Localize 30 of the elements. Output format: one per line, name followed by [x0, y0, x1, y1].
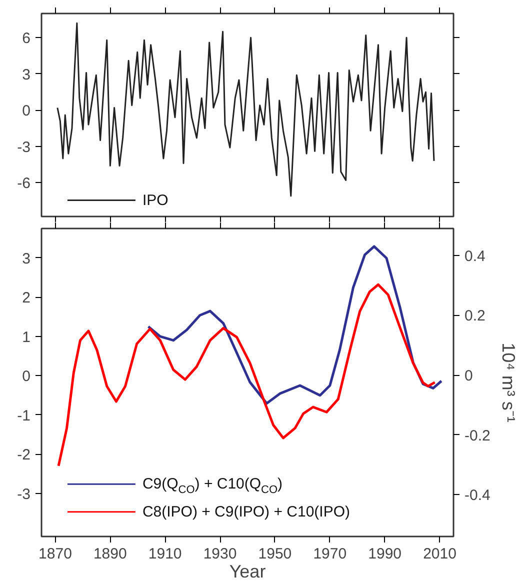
y2-tick-label: -0.4	[464, 487, 490, 504]
legend-label: IPO	[142, 192, 168, 209]
y-tick-label: -1	[17, 407, 31, 424]
y-tick-label: 0	[22, 368, 30, 386]
y-tick-label: 3	[22, 250, 30, 268]
x-tick-label: 1990	[368, 546, 402, 562]
x-tick-label: 1870	[38, 546, 72, 562]
y-tick-label: -2	[17, 446, 31, 464]
x-tick-label: 1950	[258, 546, 292, 562]
x-tick-label: 1910	[148, 546, 182, 562]
legend-label: C8(IPO) + C9(IPO) + C10(IPO)	[142, 503, 350, 520]
y-tick-label: 6	[22, 30, 30, 48]
y2-tick-label: 0	[464, 368, 473, 385]
x-tick-label: 2010	[423, 546, 456, 562]
line-series	[57, 283, 436, 468]
y2-tick-label: 0.2	[464, 308, 486, 325]
y-tick-label: 2	[22, 290, 30, 307]
y2-axis-title: 10⁴ m³ s⁻¹	[498, 342, 518, 422]
y-tick-label: -3	[17, 486, 31, 503]
y-tick-label: 3	[22, 66, 30, 84]
y-tick-label: -3	[17, 138, 31, 156]
y2-tick-label: -0.2	[464, 427, 490, 444]
y-tick-label: 0	[22, 102, 30, 120]
x-axis-title: Year	[229, 562, 266, 582]
x-tick-label: 1970	[313, 546, 347, 562]
x-tick-label: 1890	[93, 546, 127, 562]
y-tick-label: -6	[17, 175, 31, 192]
y2-tick-label: 0.4	[464, 248, 486, 265]
x-tick-label: 1930	[203, 546, 237, 562]
y-tick-label: 1	[22, 328, 30, 346]
